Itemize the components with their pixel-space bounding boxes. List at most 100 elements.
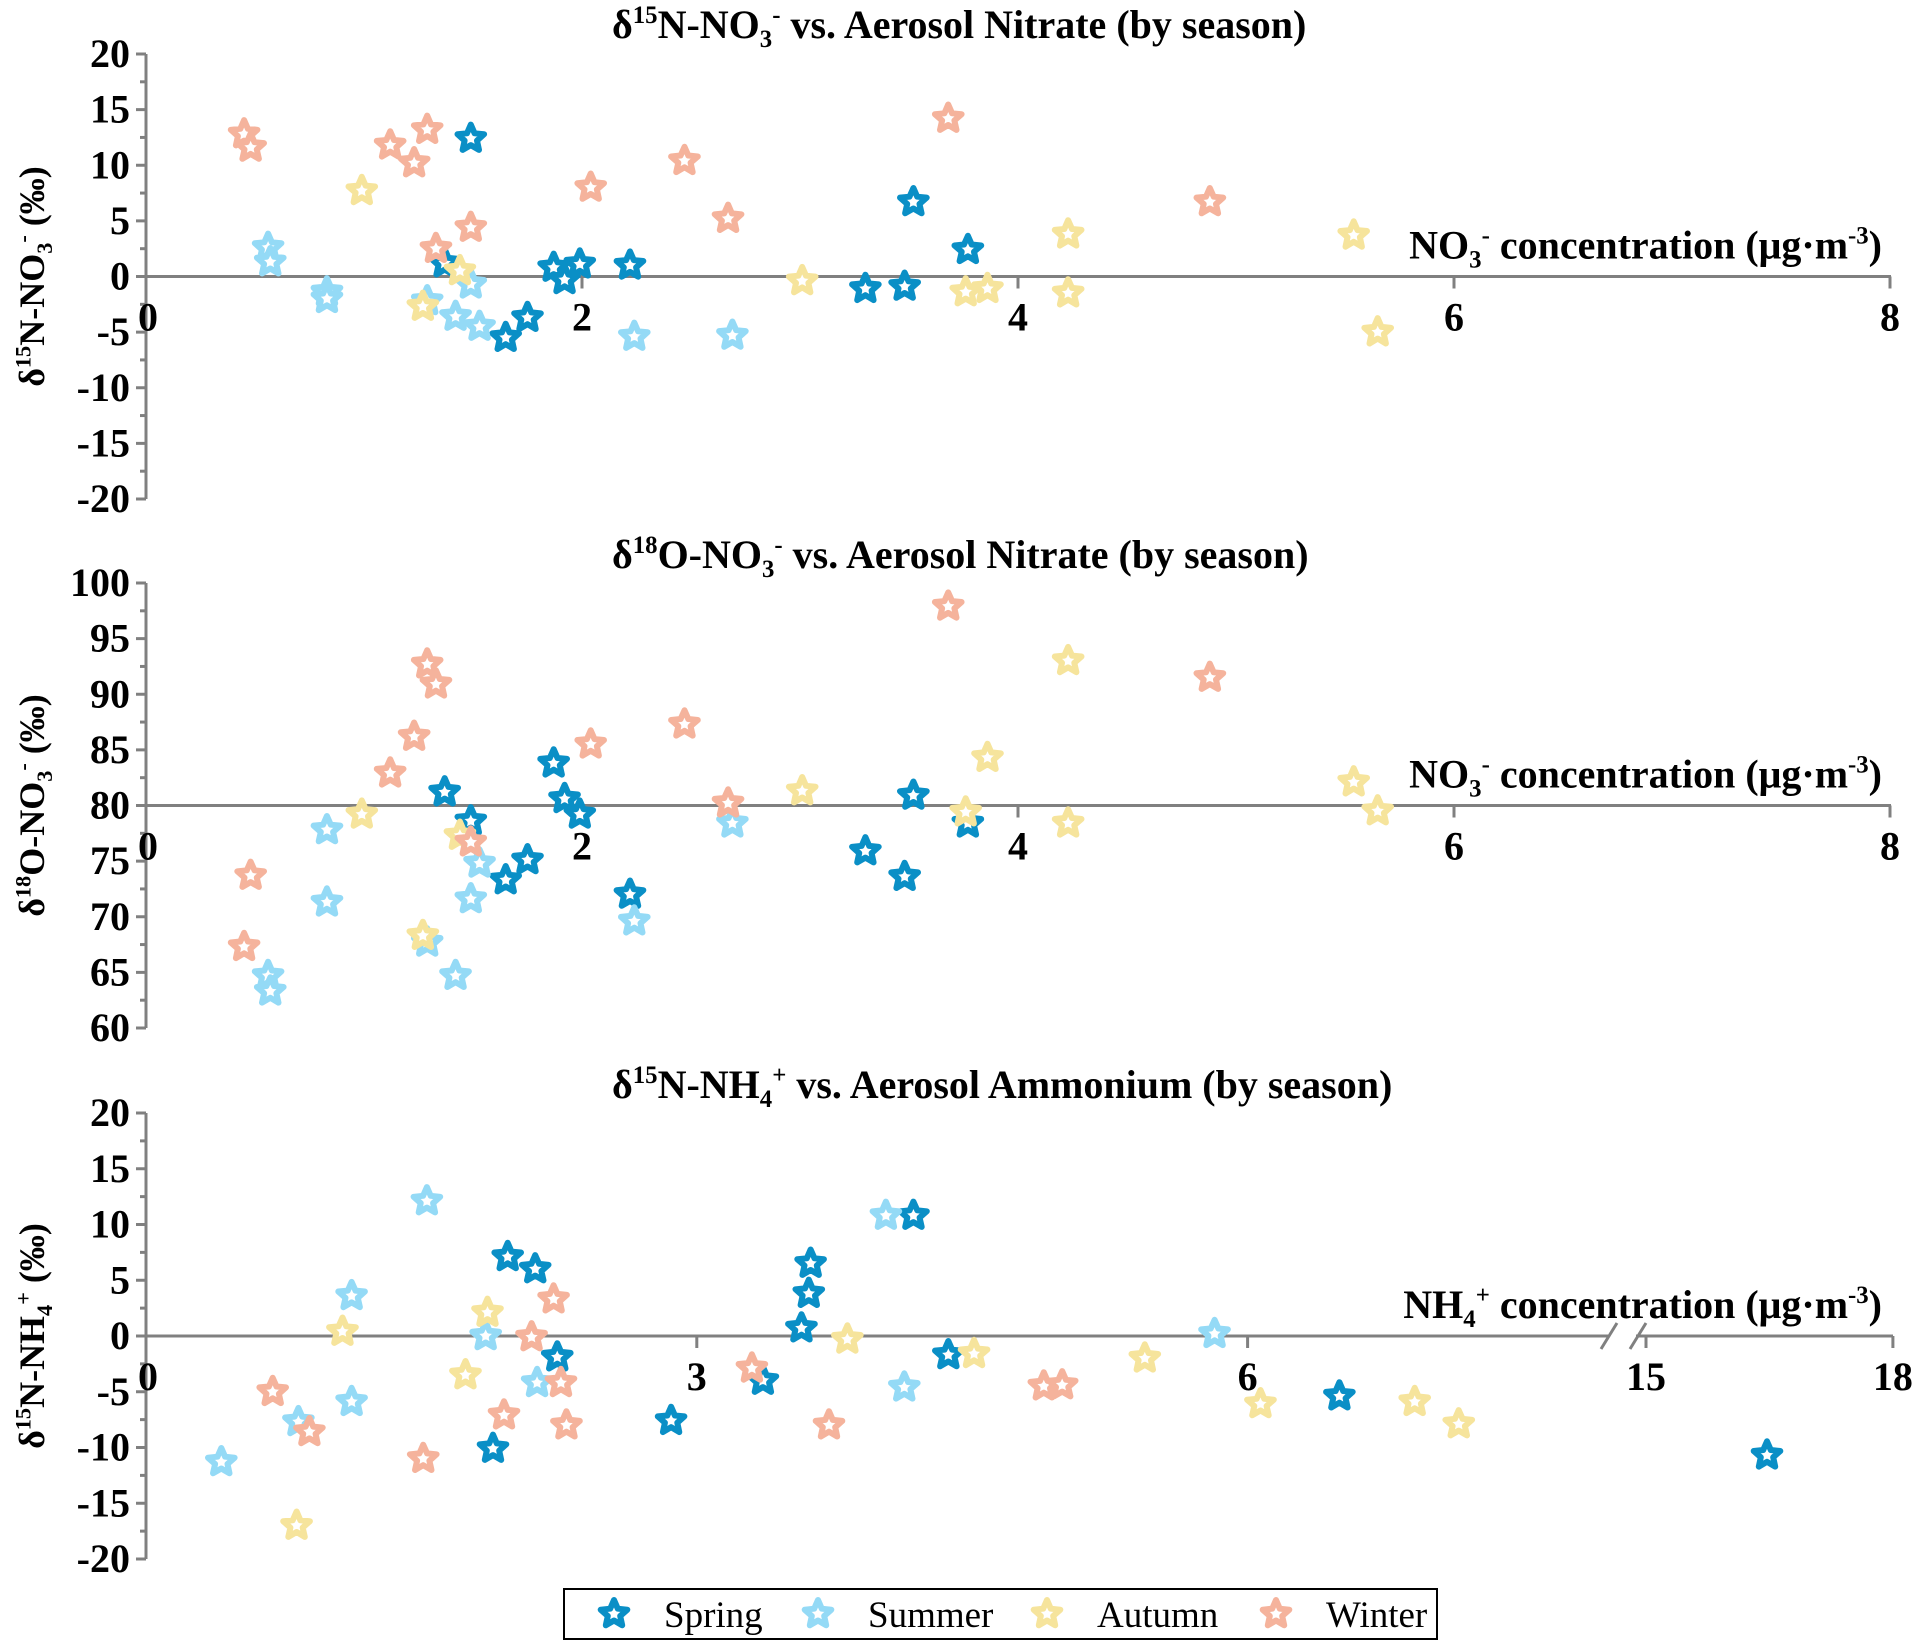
x-axis-label: NO3- concentration (μg·m-3) <box>1409 222 1882 273</box>
x-axis-label-part: NH <box>1403 1282 1463 1327</box>
x-axis-label-part: ) <box>1869 752 1882 797</box>
data-point-spring <box>897 185 930 217</box>
data-point-spring <box>1750 1438 1784 1470</box>
data-point-winter <box>397 719 431 751</box>
x-tick-label: 8 <box>1880 824 1900 869</box>
y-tick-label: 20 <box>90 1090 130 1135</box>
chart-title-part: - <box>774 532 782 559</box>
data-point-summer <box>520 1365 554 1398</box>
y-axis-label-part: 3 <box>32 243 57 254</box>
data-point-spring <box>951 232 985 265</box>
data-point-summer <box>469 1319 502 1351</box>
data-point-winter <box>293 1414 326 1447</box>
chart-title-part: vs. Aerosol Nitrate (by season) <box>780 2 1306 47</box>
x-tick-label: 4 <box>1008 295 1028 340</box>
series-autumn <box>345 173 1394 347</box>
data-point-autumn <box>1337 765 1370 797</box>
data-point-winter <box>234 858 267 890</box>
x-tick-label: 18 <box>1873 1354 1913 1399</box>
y-tick-label: 10 <box>90 142 130 187</box>
x-tick-label: 0 <box>138 1354 158 1399</box>
y-tick-label: -20 <box>77 476 130 521</box>
data-point-summer <box>253 974 287 1006</box>
data-point-spring <box>849 834 882 866</box>
data-point-spring <box>511 843 544 875</box>
data-point-autumn <box>345 173 379 206</box>
data-point-autumn <box>449 1358 482 1390</box>
data-point-winter <box>227 929 261 962</box>
chart-title-part: + <box>772 1062 786 1089</box>
x-axis-label-part: 3 <box>1469 775 1481 802</box>
data-point-spring <box>489 320 522 352</box>
data-point-summer <box>439 299 472 331</box>
series-winter <box>256 1282 1079 1473</box>
data-point-spring <box>794 1246 827 1278</box>
y-axis-label-part: δ <box>12 368 52 387</box>
data-point-spring <box>1323 1379 1356 1411</box>
legend-summer-icon <box>801 1597 835 1629</box>
data-point-winter <box>711 201 745 233</box>
x-tick-label: 6 <box>1444 824 1464 869</box>
legend-autumn-icon <box>1030 1597 1064 1629</box>
data-point-winter <box>668 707 701 739</box>
chart-title-part: δ <box>612 532 633 577</box>
y-axis-label-part: 3 <box>32 771 57 782</box>
legend: Spring Summer Autumn Winter <box>563 1588 1438 1640</box>
data-point-winter <box>537 1282 570 1314</box>
data-point-spring <box>428 775 461 807</box>
x-tick-label: 0 <box>138 295 158 340</box>
data-point-spring <box>548 781 581 814</box>
chart-title-part: vs. Aerosol Nitrate (by season) <box>783 532 1309 577</box>
x-axis-label-part: -3 <box>1848 751 1869 778</box>
data-point-summer <box>310 885 344 917</box>
chart-title: δ18O-NO3- vs. Aerosol Nitrate (by season… <box>612 532 1309 583</box>
data-point-spring <box>785 1311 818 1343</box>
data-point-summer <box>463 846 496 878</box>
chart-title-part: 3 <box>760 26 772 53</box>
data-point-summer <box>439 958 472 990</box>
data-point-summer <box>618 904 651 936</box>
data-point-spring <box>932 1338 965 1370</box>
data-point-summer <box>310 281 344 314</box>
data-point-winter <box>373 128 407 160</box>
data-point-summer <box>454 882 488 914</box>
y-tick-label: -5 <box>97 309 130 354</box>
data-point-winter <box>544 1365 578 1398</box>
y-axis-label-part: (‰) <box>12 694 52 763</box>
y-tick-label: -15 <box>77 420 130 465</box>
y-axis-label-part: 15 <box>10 346 35 368</box>
data-point-spring <box>563 797 597 829</box>
data-point-autumn <box>326 1314 359 1346</box>
y-axis-label-part: - <box>10 763 35 770</box>
chart-title-part: O-NO <box>658 532 762 577</box>
data-point-winter <box>711 786 745 818</box>
data-point-winter <box>454 825 488 857</box>
x-axis-label-part: concentration (μg·m <box>1490 223 1848 268</box>
chart-title: δ15N-NO3- vs. Aerosol Nitrate (by season… <box>612 2 1306 53</box>
y-axis-label-part: (‰) <box>12 1223 52 1292</box>
x-tick-label: 3 <box>687 1354 707 1399</box>
x-axis-label-part: -3 <box>1848 222 1869 249</box>
y-tick-label: 15 <box>90 87 130 132</box>
data-point-spring <box>849 271 882 304</box>
x-axis-label: NO3- concentration (μg·m-3) <box>1409 751 1882 802</box>
data-point-spring <box>563 247 597 279</box>
y-tick-label: 90 <box>90 671 130 716</box>
legend-label-autumn: Autumn <box>1097 1595 1218 1636</box>
y-tick-label: -10 <box>77 365 130 410</box>
legend-label-winter: Winter <box>1326 1595 1427 1636</box>
data-point-summer <box>869 1198 903 1230</box>
data-point-winter <box>668 143 701 176</box>
data-point-winter <box>410 112 444 144</box>
data-point-autumn <box>280 1508 313 1540</box>
y-axis-label: δ15N-NO3- (‰) <box>10 166 57 387</box>
y-tick-label: -5 <box>97 1369 130 1414</box>
data-point-autumn <box>1442 1407 1476 1439</box>
series-summer <box>251 806 749 1006</box>
data-point-autumn <box>957 1336 991 1369</box>
x-tick-label: 8 <box>1880 295 1900 340</box>
x-tick-label: 4 <box>1008 824 1028 869</box>
y-axis-label-part: 18 <box>10 876 35 898</box>
data-point-winter <box>373 756 407 788</box>
y-tick-label: 85 <box>90 727 130 772</box>
